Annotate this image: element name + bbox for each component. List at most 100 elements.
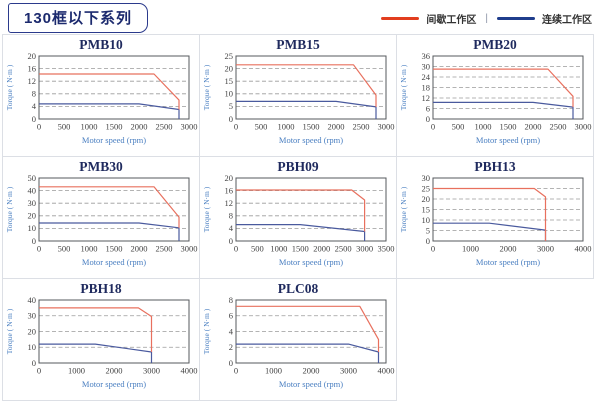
svg-text:1500: 1500 [303,122,320,132]
svg-text:3000: 3000 [356,244,373,254]
svg-text:50: 50 [28,174,37,183]
svg-text:3500: 3500 [378,244,395,254]
svg-text:500: 500 [452,122,465,132]
chart-row: PBH18 0 10 20 30 40 0 1000 2000 3000 4000 Motor spe… [2,278,598,401]
svg-text:0: 0 [37,244,41,254]
chart-panel-PBH13: PBH13 0 5 10 15 20 25 30 0 1000 2000 3000 4000 Motor … [396,156,594,279]
svg-text:1000: 1000 [81,244,98,254]
continuous-line-swatch [497,16,535,20]
chart-title: PMB30 [79,159,123,174]
svg-text:20: 20 [28,211,37,221]
chart-PMB10: 0 4 8 12 16 20 0 500 1000 1500 2000 2500 3000 Motor s… [5,52,198,145]
x-axis-label: Motor speed (rpm) [82,257,146,267]
svg-text:0: 0 [431,244,435,254]
svg-text:2500: 2500 [550,122,567,132]
chart-title: PMB20 [473,37,517,52]
svg-text:500: 500 [58,244,71,254]
svg-text:2000: 2000 [131,122,148,132]
chart-title: PMB10 [79,37,123,52]
svg-text:16: 16 [225,185,234,195]
svg-text:0: 0 [234,122,238,132]
svg-text:20: 20 [225,63,234,73]
chart-PLC08: 0 2 4 6 8 0 1000 2000 3000 4000 Motor speed (rpm) T… [202,296,395,389]
svg-text:1500: 1500 [106,122,123,132]
svg-text:6: 6 [426,103,430,113]
svg-text:0: 0 [229,358,233,368]
svg-text:1000: 1000 [68,366,85,376]
svg-text:0: 0 [37,366,41,376]
page-header: 130框以下系列 间歇工作区 | 连续工作区 [0,0,600,34]
chart-PMB15: 0 5 10 15 20 25 0 500 1000 1500 2000 2500 3000 Motor … [202,52,395,145]
svg-text:0: 0 [426,236,430,246]
svg-text:2500: 2500 [156,122,173,132]
svg-text:10: 10 [28,223,37,233]
svg-text:500: 500 [251,244,264,254]
chart-title: PMB15 [276,37,320,52]
svg-text:1500: 1500 [292,244,309,254]
svg-text:500: 500 [58,122,71,132]
y-axis-label: Torque ( N·m ) [399,186,408,232]
svg-text:0: 0 [431,122,435,132]
svg-text:0: 0 [32,114,36,124]
svg-text:40: 40 [28,296,37,305]
svg-text:2000: 2000 [500,244,517,254]
svg-text:12: 12 [422,93,431,103]
svg-text:4: 4 [229,326,234,336]
svg-text:2500: 2500 [335,244,352,254]
svg-text:40: 40 [28,185,37,195]
svg-text:24: 24 [422,72,431,82]
svg-text:4: 4 [229,223,234,233]
legend-separator: | [485,12,488,24]
chart-title: PLC08 [277,281,319,296]
x-axis-label: Motor speed (rpm) [82,135,146,145]
svg-text:8: 8 [229,296,233,305]
svg-text:10: 10 [422,215,431,225]
svg-text:0: 0 [426,114,430,124]
x-axis-label: Motor speed (rpm) [279,135,343,145]
svg-text:10: 10 [225,89,234,99]
legend-label-continuous: 连续工作区 [542,14,592,26]
svg-text:3000: 3000 [378,122,395,132]
svg-text:4000: 4000 [181,366,198,376]
svg-text:2: 2 [229,342,233,352]
x-axis-label: Motor speed (rpm) [476,257,540,267]
svg-text:4000: 4000 [378,366,395,376]
chart-panel-PMB10: PMB10 0 4 8 12 16 20 0 500 1000 1500 2000 2500 3000 Mo… [2,34,200,157]
svg-text:2000: 2000 [525,122,542,132]
svg-text:0: 0 [32,236,36,246]
svg-text:8: 8 [229,211,233,221]
svg-text:25: 25 [422,183,431,193]
svg-text:2000: 2000 [131,244,148,254]
svg-text:3000: 3000 [143,366,160,376]
svg-text:30: 30 [422,174,431,183]
svg-text:20: 20 [28,326,37,336]
x-axis-label: Motor speed (rpm) [476,135,540,145]
svg-text:1000: 1000 [81,122,98,132]
svg-text:0: 0 [234,244,238,254]
svg-text:2000: 2000 [313,244,330,254]
svg-text:0: 0 [37,122,41,132]
svg-text:0: 0 [229,236,233,246]
svg-text:20: 20 [28,52,37,61]
svg-text:25: 25 [225,52,234,61]
svg-text:3000: 3000 [537,244,554,254]
svg-text:15: 15 [225,76,234,86]
chart-grid: PMB10 0 4 8 12 16 20 0 500 1000 1500 2000 2500 3000 Mo… [0,34,600,401]
svg-text:1500: 1500 [500,122,517,132]
svg-text:3000: 3000 [181,244,198,254]
svg-text:2500: 2500 [353,122,370,132]
svg-text:4000: 4000 [575,244,592,254]
svg-text:2000: 2000 [106,366,123,376]
x-axis-label: Motor speed (rpm) [279,257,343,267]
chart-row: PMB10 0 4 8 12 16 20 0 500 1000 1500 2000 2500 3000 Mo… [2,34,598,157]
series-title: 130框以下系列 [8,3,149,33]
svg-text:1000: 1000 [475,122,492,132]
svg-text:0: 0 [229,114,233,124]
svg-text:3000: 3000 [340,366,357,376]
intermittent-line-swatch [381,16,420,20]
svg-text:1000: 1000 [462,244,479,254]
svg-text:500: 500 [255,122,268,132]
